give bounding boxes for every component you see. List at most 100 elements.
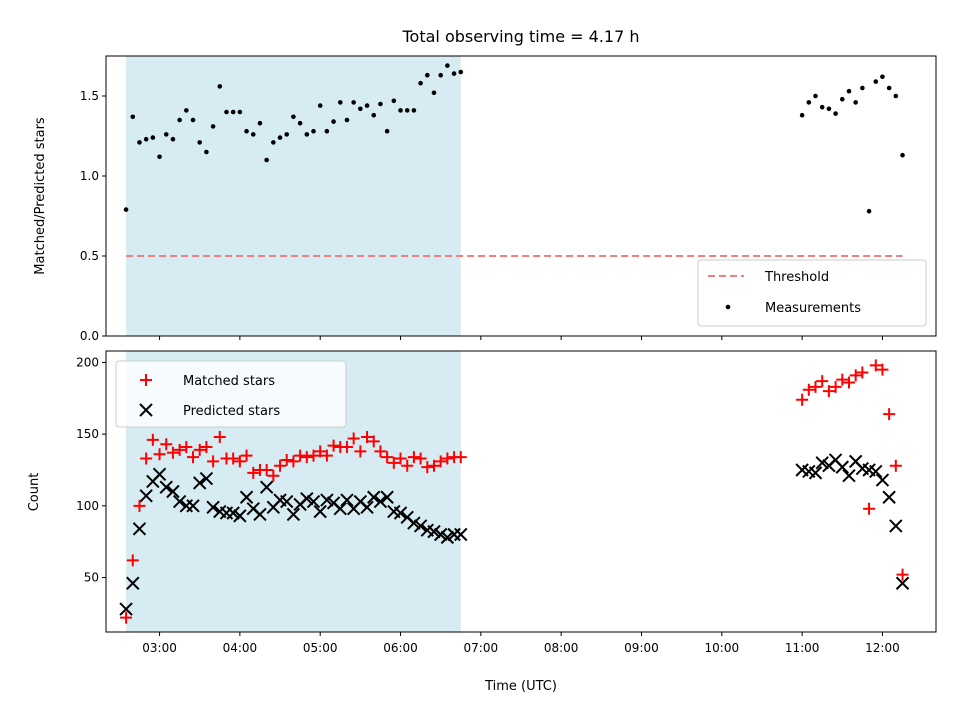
measurement-point [445, 63, 450, 68]
measurement-point [846, 88, 852, 94]
predicted-stars-point [413, 519, 428, 533]
matched-stars-point [802, 383, 815, 396]
measurement-point [304, 132, 310, 137]
matched-stars-point [126, 554, 139, 567]
measurement-point [458, 69, 464, 75]
measurement-point [431, 90, 437, 96]
matched-stars-point [374, 445, 387, 458]
measurement-point [451, 71, 457, 76]
measurement-point [344, 117, 350, 123]
matched-stars-point [120, 611, 133, 624]
measurement-point [123, 207, 129, 212]
matched-stars-point [822, 385, 835, 398]
predicted-stars-point [159, 480, 173, 494]
ratio-legend: Threshold Measurements [697, 259, 927, 327]
predicted-stars-point [152, 467, 167, 482]
measurement-point [839, 96, 845, 102]
y-tick-label: 1.0 [80, 169, 99, 183]
measurement-point [358, 106, 363, 112]
matched-stars-point [394, 452, 407, 465]
predicted-stars-point [199, 471, 214, 486]
predicted-stars-point [306, 494, 321, 509]
count-legend: Matched stars Predicted stars [115, 360, 347, 428]
legend-predicted-label: Predicted stars [183, 404, 280, 419]
predicted-stars-point [360, 500, 374, 514]
measurement-point [826, 106, 832, 112]
measurement-point [184, 108, 189, 113]
measurement-point [438, 72, 443, 78]
matched-stars-point [240, 449, 253, 462]
matched-stars-point [260, 463, 273, 476]
matched-stars-point [233, 455, 246, 468]
predicted-stars-point [253, 507, 267, 522]
count-y-axis-label: Count [27, 473, 42, 512]
measurement-point [378, 101, 383, 107]
predicted-stars-point [239, 490, 254, 504]
measurement-point [150, 135, 156, 140]
x-axis-label: Time (UTC) [484, 679, 557, 694]
matched-stars-point [207, 455, 220, 468]
measurement-point [853, 100, 858, 105]
measurement-point [137, 140, 142, 145]
predicted-stars-point [380, 490, 394, 504]
measurement-point [277, 135, 283, 140]
predicted-stars-point [280, 494, 294, 509]
measurement-point [284, 132, 290, 137]
predicted-stars-point [333, 501, 347, 516]
measurement-point [391, 98, 397, 104]
matched-stars-point [361, 431, 374, 444]
matched-stars-point [267, 469, 280, 482]
chart-title: Total observing time = 4.17 h [401, 27, 639, 46]
measurement-point [404, 108, 410, 113]
matched-stars-point [146, 433, 159, 446]
measurement-point [271, 140, 276, 145]
y-tick-label: 0.0 [80, 329, 99, 343]
measurement-point [337, 100, 343, 105]
matched-stars-point [796, 393, 809, 406]
predicted-stars-point [233, 509, 247, 523]
matched-stars-point [314, 445, 327, 458]
count-panel: 50 100 150 200 03:00 04:00 05:00 06:00 07:00 08:… [27, 350, 937, 694]
measurement-point [384, 128, 390, 134]
legend-predicted-swatch [139, 403, 153, 417]
measurement-point [311, 128, 316, 134]
matched-stars-points [120, 359, 909, 624]
matched-stars-point [354, 445, 367, 458]
legend-measurements-label: Measurements [765, 301, 861, 316]
measurement-point [217, 84, 223, 89]
matched-stars-point [856, 366, 869, 379]
predicted-stars-point [172, 494, 187, 509]
measurement-point [424, 72, 430, 78]
predicted-stars-point [226, 506, 240, 520]
matched-stars-point [427, 459, 440, 472]
predicted-stars-point [132, 522, 147, 536]
matched-stars-point [294, 449, 307, 462]
x-tick-label: 08:00 [544, 641, 579, 655]
measurement-point [351, 100, 356, 105]
matched-stars-point [889, 459, 902, 472]
measurement-point [813, 93, 818, 99]
x-tick-label: 06:00 [383, 641, 418, 655]
predicted-stars-point [440, 530, 455, 545]
predicted-stars-point [882, 490, 896, 504]
measurement-point [230, 109, 236, 115]
x-tick-label: 05:00 [303, 641, 338, 655]
matched-stars-point [193, 443, 206, 456]
predicted-stars-point [286, 507, 301, 522]
predicted-stars-point [367, 490, 381, 504]
matched-stars-point [280, 453, 293, 466]
predicted-stars-point [808, 466, 823, 480]
measurement-point [224, 109, 229, 115]
measurement-point [873, 79, 879, 84]
x-tick-label: 04:00 [223, 641, 258, 655]
measurement-point [264, 157, 269, 163]
ratio-legend-box [697, 259, 927, 327]
matched-stars-point [407, 451, 420, 464]
predicted-stars-point [313, 504, 327, 519]
measurement-point [163, 132, 169, 137]
measurement-point [143, 136, 149, 142]
measurement-point [130, 114, 136, 120]
legend-matched-label: Matched stars [183, 374, 275, 389]
measurement-point [157, 154, 162, 160]
predicted-stars-point [119, 602, 133, 616]
